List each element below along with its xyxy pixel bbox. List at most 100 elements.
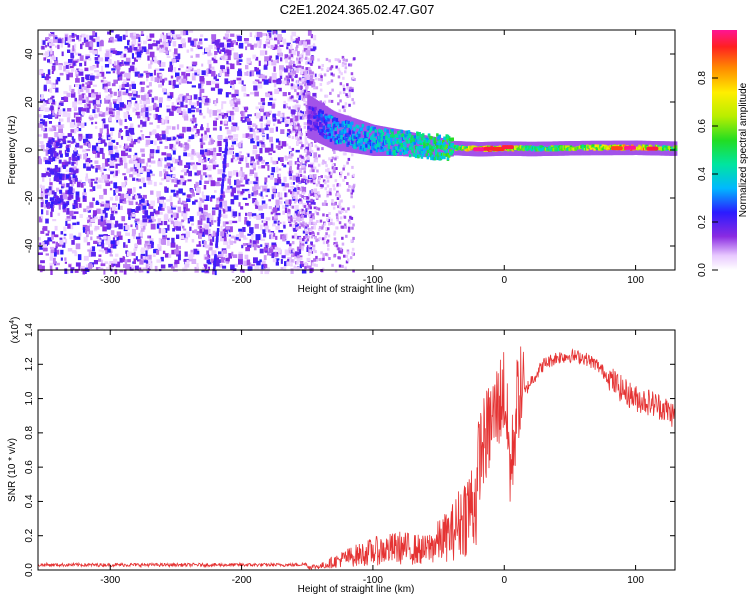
spectrogram-cell <box>231 138 235 142</box>
spectrogram-cell <box>174 184 178 188</box>
spectrogram-cell <box>341 63 345 67</box>
spectrogram-cell <box>261 196 264 199</box>
spectrogram-cell <box>181 200 187 203</box>
spectrogram-cell <box>331 202 334 206</box>
spectrogram-cell <box>85 86 90 93</box>
spectrogram-cell <box>296 44 299 49</box>
spectrogram-cell <box>103 234 108 237</box>
spectrogram-cell <box>251 192 254 197</box>
spectrogram-cell <box>158 97 163 103</box>
spectrogram-cell <box>238 54 242 59</box>
spectrogram-cell <box>161 32 165 36</box>
spectrogram-cell <box>332 222 335 226</box>
spectrogram-cell <box>294 161 298 165</box>
spectrogram-cell <box>310 193 313 197</box>
spectrogram-cell <box>399 151 402 155</box>
spectrogram-cell <box>197 154 201 159</box>
spectrogram-cell <box>275 145 279 149</box>
spectrogram-cell <box>299 67 302 71</box>
spectrogram-cell <box>92 109 96 114</box>
spectrogram-cell <box>150 200 156 207</box>
spectrogram-cell <box>438 140 441 144</box>
spectrogram-cell <box>118 130 123 132</box>
spectrogram-cell <box>400 144 404 148</box>
spectrogram-cell <box>330 99 334 103</box>
spectrogram-cell <box>288 135 291 139</box>
spectrogram-cell <box>285 58 288 64</box>
spectrogram-cell <box>310 213 315 218</box>
spectrogram-cell <box>118 144 122 148</box>
spectrogram-cell <box>78 38 82 42</box>
spectrogram-cell <box>194 69 198 74</box>
spectrogram-cell <box>199 38 203 42</box>
spectrogram-cell <box>274 212 278 219</box>
spectrogram-cell <box>45 74 50 79</box>
spectrogram-cell <box>241 85 247 92</box>
spectrogram-cell <box>85 264 91 270</box>
spectrogram-cell <box>263 65 268 70</box>
spectrogram-cell <box>309 206 312 210</box>
spectrogram-cell <box>113 50 118 54</box>
spectrogram-cell <box>347 219 351 223</box>
spectrogram-cell <box>161 205 165 211</box>
spectrogram-cell <box>194 199 198 203</box>
spectrogram-cell <box>328 59 331 63</box>
spectrogram-cell <box>100 79 105 83</box>
spectrogram-cell <box>292 196 296 199</box>
spectrogram-cell <box>207 254 211 259</box>
spectrogram-cell <box>296 51 300 57</box>
spectrogram-cell <box>224 115 227 119</box>
spectrogram-cell <box>295 136 298 140</box>
spectrogram-cell <box>183 148 186 151</box>
spectrogram-cell <box>78 136 82 142</box>
spectrogram-cell <box>272 244 277 250</box>
spectrogram-cell <box>214 254 217 259</box>
spectrogram-cell <box>142 121 147 127</box>
spectrogram-cell <box>233 170 238 176</box>
spectrogram-cell <box>299 154 302 158</box>
spectrogram-cell <box>309 148 312 152</box>
spectrogram-cell <box>199 198 205 203</box>
spectrogram-cell <box>247 114 252 117</box>
spectrogram-cell <box>341 236 344 240</box>
spectrogram-cell <box>269 97 273 101</box>
spectrogram-cell <box>346 249 350 253</box>
spectrogram-cell <box>253 131 256 137</box>
spectrogram-cell <box>71 215 77 220</box>
spectrogram-cell <box>284 249 290 256</box>
spectrogram-cell <box>342 207 345 211</box>
spectrogram-cell <box>73 101 77 107</box>
spectrogram-cell <box>233 52 239 59</box>
spectrogram-cell <box>116 104 120 110</box>
spectrogram-cell <box>335 226 338 230</box>
spectrogram-cell <box>77 128 82 132</box>
spectrogram-cell <box>192 164 198 170</box>
spectrogram-cell <box>433 137 437 141</box>
spectrogram-cell <box>195 181 199 187</box>
spectrogram-cell <box>65 162 69 167</box>
spectrogram-cell <box>245 212 248 216</box>
spectrogram-cell <box>89 247 93 250</box>
spectrogram-cell <box>397 148 400 152</box>
spectrogram-cell <box>141 81 145 85</box>
spectrogram-cell <box>105 240 111 245</box>
spectrogram-cell <box>145 143 149 147</box>
spectrogram-cell <box>238 81 243 85</box>
spectrogram-cell <box>165 50 169 55</box>
spectrogram-cell <box>339 123 342 128</box>
spectrogram-cell <box>101 118 104 122</box>
spectrogram-cell <box>251 162 257 168</box>
spectrogram-cell <box>51 234 54 240</box>
spectrogram-cell <box>335 213 339 217</box>
spectrogram-cell <box>94 75 99 79</box>
spectrogram-cell <box>68 72 73 78</box>
spectrogram-cell <box>106 223 112 229</box>
spectrogram-cell <box>295 67 299 73</box>
spectrogram-cell <box>96 107 100 113</box>
spectrogram-cell <box>61 186 64 189</box>
spectrogram-cell <box>266 133 269 140</box>
spectrogram-cell <box>96 180 102 183</box>
spectrogram-cell <box>408 153 412 158</box>
spectrogram-cell <box>315 263 318 267</box>
spectrogram-cell <box>429 150 432 154</box>
